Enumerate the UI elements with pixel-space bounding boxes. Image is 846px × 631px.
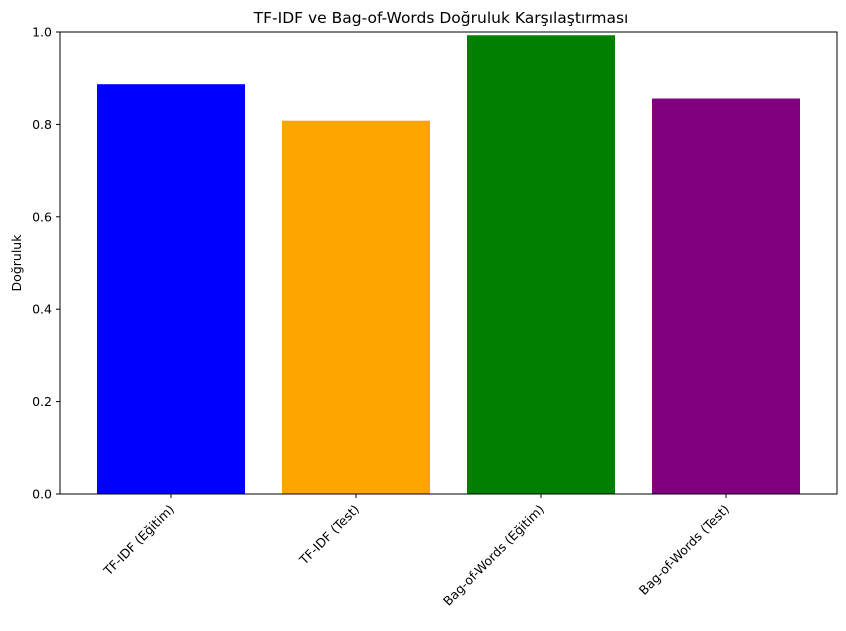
chart-title: TF-IDF ve Bag-of-Words Doğruluk Karşılaş… [253,9,629,27]
bar-2 [282,120,430,494]
bar-4 [652,98,800,494]
bars-group [97,35,800,495]
y-tick-label-5: 0.8 [32,117,52,132]
y-axis-label: Doğruluk [9,234,24,292]
y-tick-label-2: 0.2 [32,394,52,409]
y-tick-label-4: 0.6 [32,209,52,224]
y-tick-label-6: 1.0 [32,25,52,40]
y-tick-label-1: 0.0 [32,487,52,502]
bar-1 [97,84,245,495]
plot-frame [59,31,838,495]
y-tick-label-3: 0.4 [32,302,52,317]
bar-3 [467,35,615,494]
y-axis: 0.0 0.2 0.4 0.6 0.8 1.0 [32,25,60,502]
